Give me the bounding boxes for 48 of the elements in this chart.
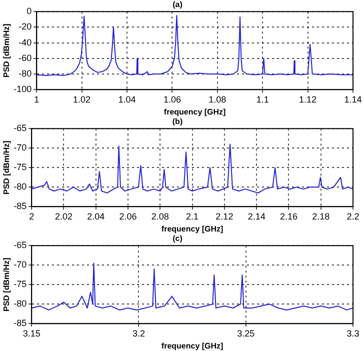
x-tick-label: 3.25 (237, 328, 255, 338)
y-tick-label: -65 (14, 240, 27, 250)
x-tick-label: 1.04 (118, 94, 136, 104)
x-tick-label: 2.18 (312, 211, 330, 222)
y-tick-label: -75 (14, 279, 27, 290)
x-axis-title: frequency [GHz] (164, 107, 226, 116)
y-tick-label: -20 (18, 22, 32, 32)
x-tick-label: 1.02 (73, 94, 91, 104)
x-tick-label: 2.2 (346, 211, 360, 222)
x-tick-label: 3.2 (132, 328, 145, 338)
y-tick-label: 0 (26, 6, 32, 16)
chart-title: (b) (172, 117, 183, 126)
y-tick-label: -40 (18, 37, 32, 48)
y-tick-label: -80 (14, 182, 27, 192)
y-axis-title: PSD [dBm/Hz] (2, 257, 12, 312)
y-tick-label: -100 (14, 84, 32, 94)
y-tick-label: -70 (14, 260, 27, 270)
x-tick-label: 3.3 (346, 328, 360, 338)
x-tick-label: 1.14 (344, 94, 362, 104)
x-tick-label: 2.1 (186, 211, 199, 222)
x-tick-label: 2.14 (248, 211, 266, 222)
x-tick-label: 2.06 (119, 211, 137, 222)
x-tick-label: 2.12 (216, 211, 234, 222)
x-tick-label: 2 (29, 211, 34, 222)
chart-title: (c) (172, 234, 183, 244)
y-tick-label: -70 (14, 142, 27, 153)
y-tick-label: -75 (14, 162, 27, 172)
x-tick-label: 2.02 (54, 211, 73, 222)
x-tick-label: 1.06 (163, 94, 181, 104)
x-tick-label: 1.12 (299, 94, 317, 104)
x-tick-label: 2.16 (280, 211, 298, 222)
x-tick-label: 1.1 (256, 94, 269, 104)
y-tick-label: -85 (14, 318, 27, 328)
x-tick-label: 2.08 (151, 211, 169, 222)
y-tick-label: -80 (14, 298, 27, 309)
y-axis-title: PSD [dBm/Hz] (2, 140, 12, 194)
chart-title: (a) (172, 0, 183, 10)
x-axis-title: frequency [GHz] (161, 224, 224, 234)
y-tick-label: -80 (18, 68, 32, 78)
y-tick-label: -65 (14, 123, 27, 134)
x-tick-label: 1.08 (208, 94, 226, 104)
x-tick-label: 2.04 (87, 211, 105, 222)
x-tick-label: 3.15 (22, 328, 40, 338)
x-tick-label: 1 (34, 94, 40, 104)
x-axis-title: frequency [GHz] (161, 341, 224, 350)
y-tick-label: -60 (18, 52, 32, 63)
y-axis-title: PSD [dBm/Hz] (2, 23, 12, 78)
y-tick-label: -85 (14, 201, 27, 212)
